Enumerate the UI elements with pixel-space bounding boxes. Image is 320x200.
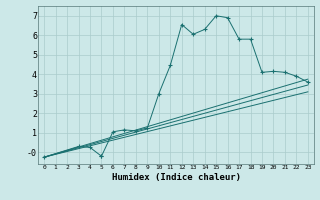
X-axis label: Humidex (Indice chaleur): Humidex (Indice chaleur) — [111, 173, 241, 182]
